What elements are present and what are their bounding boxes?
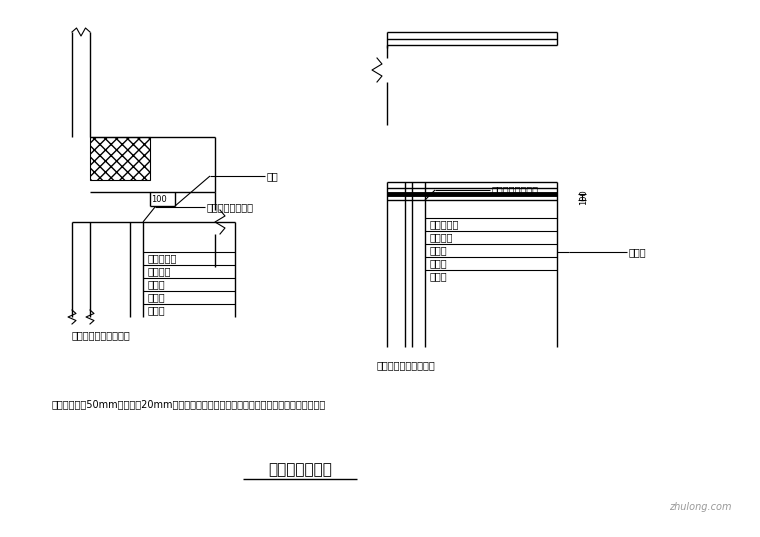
Text: 结构墙体: 结构墙体 — [148, 266, 172, 276]
Text: 外墙内保温板施工结点: 外墙内保温板施工结点 — [377, 360, 435, 370]
Text: 外墙装饰层: 外墙装饰层 — [430, 219, 459, 229]
Text: 内隔墙: 内隔墙 — [629, 247, 647, 257]
Text: 100: 100 — [579, 189, 588, 205]
Text: 空气层: 空气层 — [148, 279, 166, 289]
Text: 保温板：板厚50mm，空气层20mm，维修用胶置架用无收缩材料，板临末面若通缝同格布，以: 保温板：板厚50mm，空气层20mm，维修用胶置架用无收缩材料，板临末面若通缝同… — [52, 399, 326, 409]
Bar — [90, 137, 150, 180]
Text: 空气层: 空气层 — [430, 245, 448, 255]
Text: 外墙装饰层: 外墙装饰层 — [148, 253, 177, 263]
Text: 无收缩胶胶结材料: 无收缩胶胶结材料 — [492, 185, 539, 195]
Text: zhulong.com: zhulong.com — [669, 502, 731, 512]
Text: 保温板: 保温板 — [430, 258, 448, 268]
Text: 保温板: 保温板 — [148, 292, 166, 302]
Text: 无收缩胶胶结材料: 无收缩胶胶结材料 — [207, 202, 254, 212]
Text: 100: 100 — [151, 194, 166, 204]
Text: 网格布: 网格布 — [148, 305, 166, 315]
Text: 结构墙体: 结构墙体 — [430, 232, 454, 242]
Text: 楣板: 楣板 — [267, 171, 279, 181]
Text: 外墙保温节点图: 外墙保温节点图 — [268, 462, 332, 477]
Text: 网格布: 网格布 — [430, 271, 448, 281]
Text: 外墙内保温板施工端点: 外墙内保温板施工端点 — [72, 330, 131, 340]
